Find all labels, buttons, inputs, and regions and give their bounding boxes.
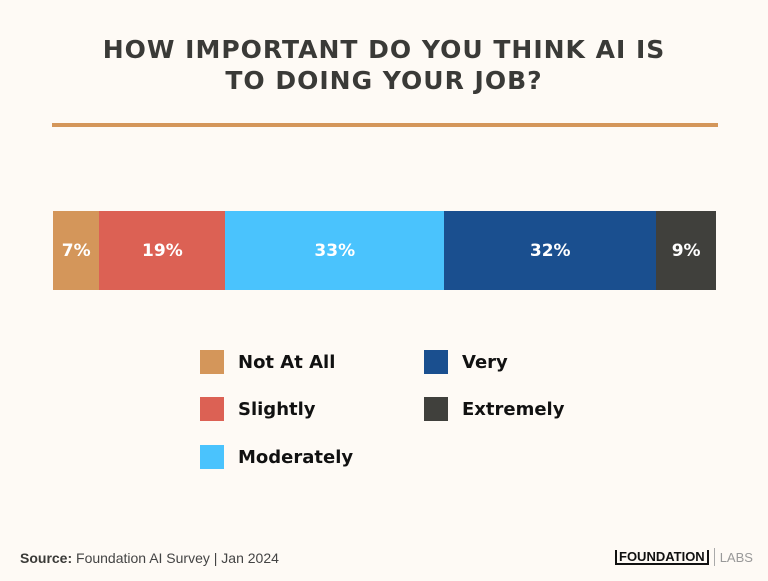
data-label: 19% [142,240,183,261]
bar-segment-moderately: 33% [225,211,445,290]
bar-segment-not-at-all: 7% [53,211,100,290]
legend-label: Very [462,351,508,373]
logo-sub: LABS [719,549,753,565]
legend-item: Moderately [200,445,353,469]
legend-label: Not At All [238,351,336,373]
legend-swatch [200,350,224,374]
title-line-2: TO DOING YOUR JOB? [225,66,543,95]
bar-segment-slightly: 19% [99,211,226,290]
legend-item: Slightly [200,397,316,421]
legend-item: Very [424,350,508,374]
logo-separator [713,548,715,566]
legend-item: Extremely [424,397,564,421]
legend-swatch [424,397,448,421]
bar-segment-extremely: 9% [656,211,716,290]
data-label: 7% [61,240,91,261]
data-label: 32% [529,240,571,261]
stacked-bar: 7% 19% 33% 32% 9% [53,211,716,290]
title-line-1: HOW IMPORTANT DO YOU THINK AI IS [102,35,666,64]
legend-label: Slightly [238,398,316,420]
legend-swatch [200,397,224,421]
legend-label: Extremely [462,398,565,420]
legend-item: Not At All [200,350,335,374]
source-label: Source: [20,550,73,566]
legend-swatch [424,350,448,374]
title-divider [52,123,718,127]
legend-swatch [200,445,224,469]
logo-main: FOUNDATION [615,549,709,565]
legend-label: Moderately [238,446,354,468]
source-text: Foundation AI Survey | Jan 2024 [76,550,279,566]
data-label: 33% [314,240,356,261]
foundation-labs-logo: FOUNDATION LABS [615,548,753,566]
source-note: Source: Foundation AI Survey | Jan 2024 [20,550,279,566]
bar-segment-very: 32% [444,211,657,290]
data-label: 9% [671,240,701,261]
chart-title: HOW IMPORTANT DO YOU THINK AI IS TO DOIN… [0,34,768,96]
